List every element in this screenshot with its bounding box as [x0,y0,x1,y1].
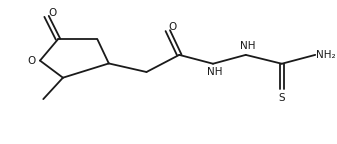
Text: O: O [168,22,177,32]
Text: NH: NH [207,67,222,77]
Text: O: O [48,8,57,18]
Text: NH₂: NH₂ [316,50,336,60]
Text: O: O [28,56,36,66]
Text: S: S [278,93,285,103]
Text: NH: NH [240,41,255,51]
